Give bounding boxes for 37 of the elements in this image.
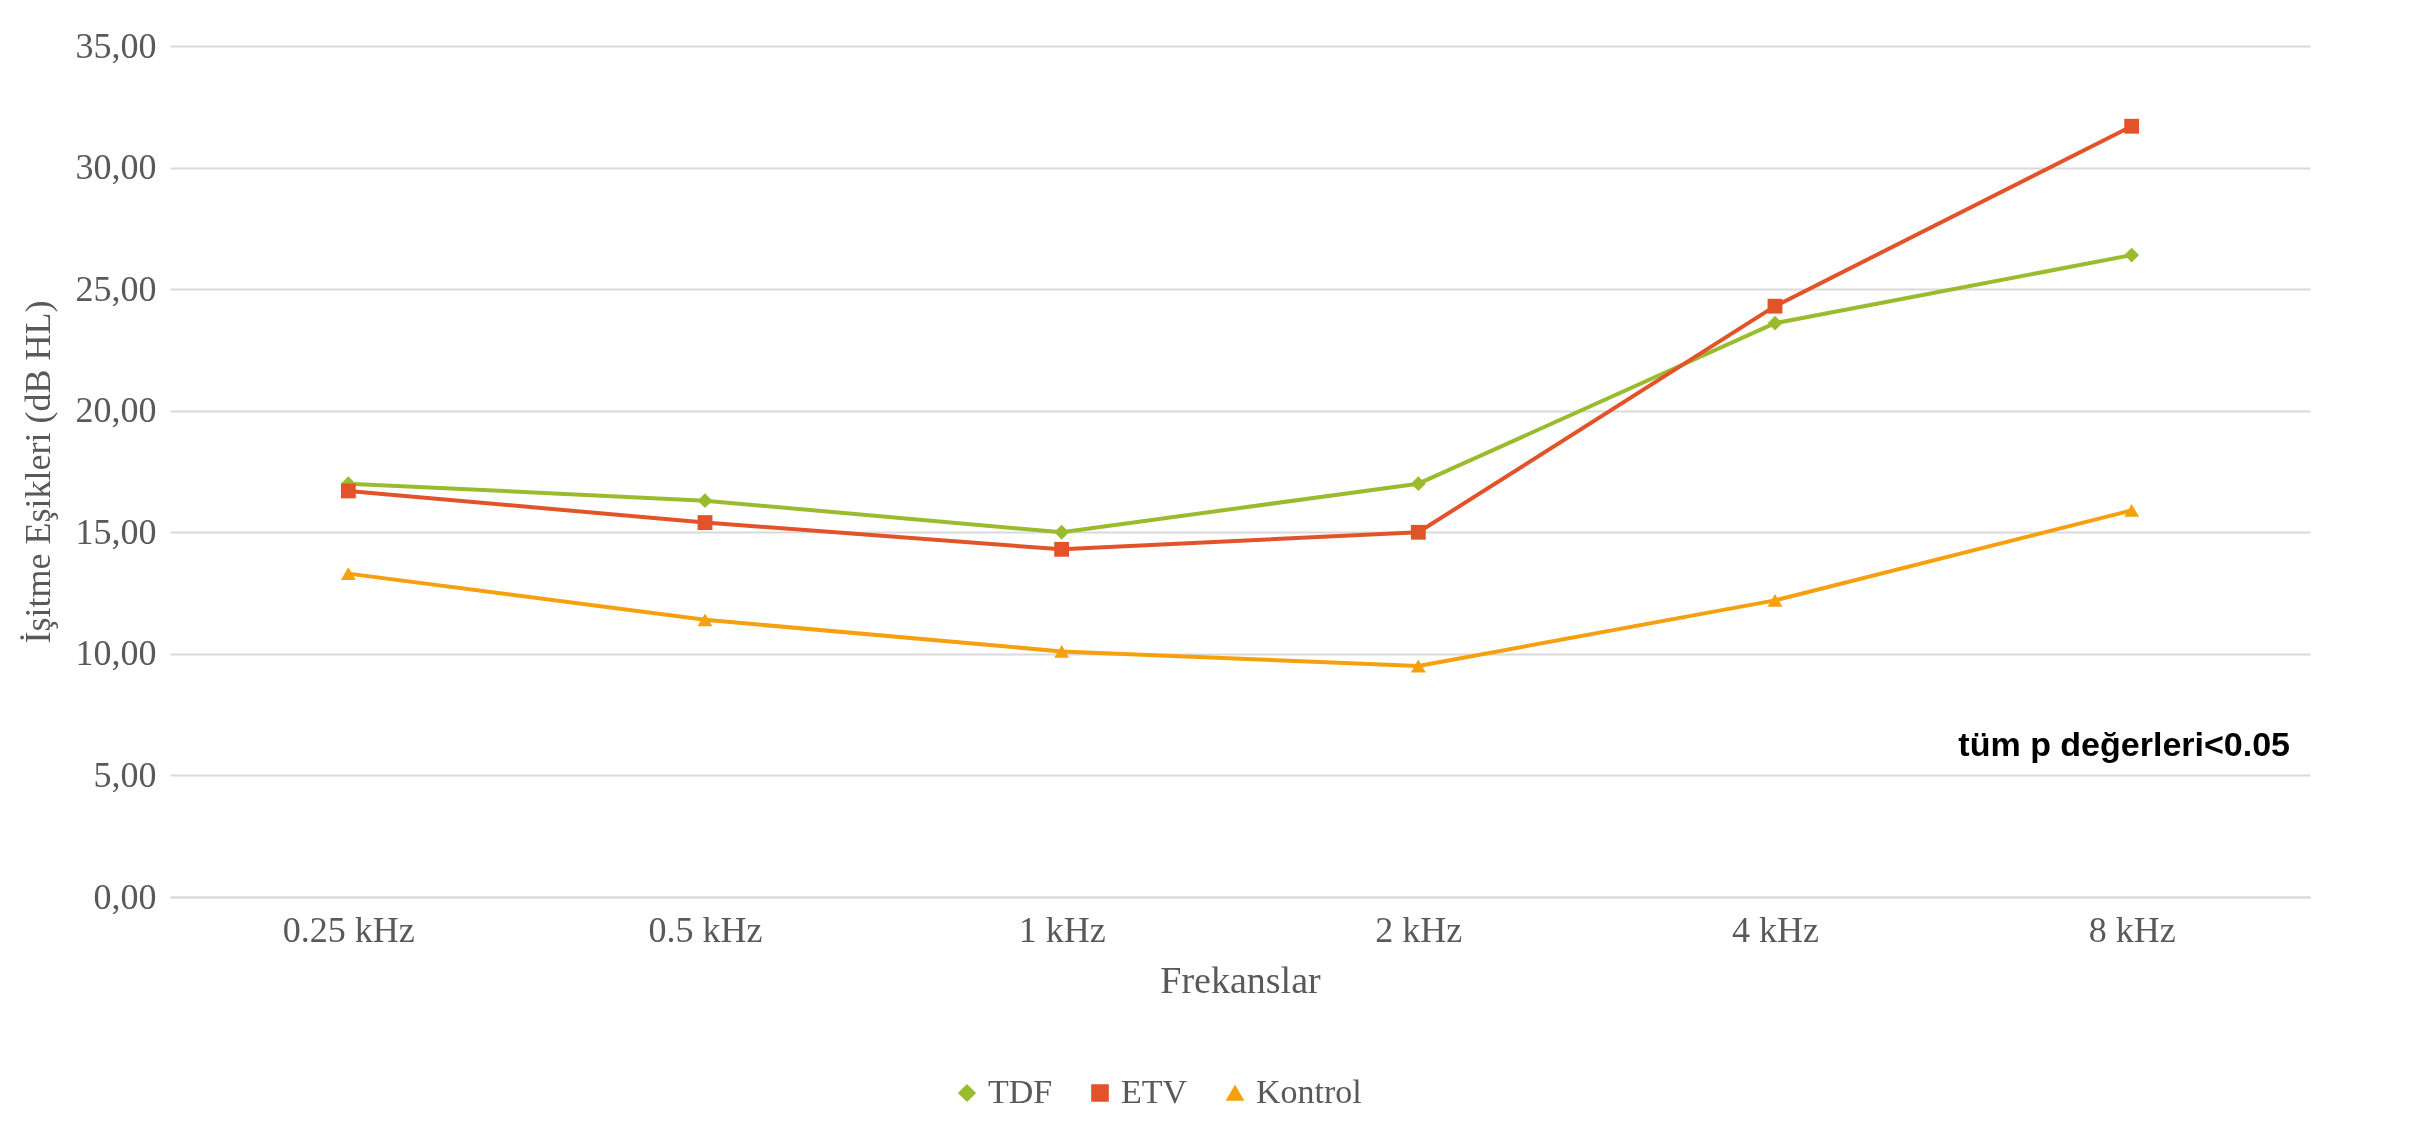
point bbox=[340, 483, 356, 499]
x-tick-label: 0.5 kHz bbox=[648, 909, 763, 950]
x-tick-label: 1 kHz bbox=[1018, 909, 1106, 950]
point bbox=[1054, 541, 1070, 557]
point bbox=[1410, 659, 1426, 673]
y-tick-label: 5,00 bbox=[93, 754, 157, 795]
y-tick-label: 15,00 bbox=[75, 511, 157, 552]
point bbox=[1767, 298, 1783, 314]
y-tick-label: 25,00 bbox=[75, 268, 157, 309]
point bbox=[1410, 476, 1426, 492]
point bbox=[1767, 315, 1783, 331]
legend-label: Kontrol bbox=[1256, 1073, 1362, 1110]
x-tick-label: 0.25 kHz bbox=[282, 909, 415, 950]
annotation: tüm p değerleri<0.05 bbox=[1958, 725, 2290, 763]
point bbox=[340, 567, 356, 581]
x-tick-label: 4 kHz bbox=[1732, 909, 1819, 950]
x-tick-label: 8 kHz bbox=[2088, 909, 2176, 950]
point bbox=[1767, 593, 1783, 607]
point bbox=[2124, 503, 2140, 517]
y-tick-label: 35,00 bbox=[75, 25, 157, 66]
point bbox=[697, 613, 713, 627]
x-axis-title: Frekanslar bbox=[1160, 958, 1322, 1001]
x-tick-label: 2 kHz bbox=[1375, 909, 1463, 950]
y-tick-label: 30,00 bbox=[75, 147, 157, 188]
point bbox=[2124, 118, 2140, 134]
y-axis-title: İşitme Eşikleri (dB HL) bbox=[17, 300, 58, 644]
point bbox=[1054, 524, 1070, 540]
y-tick-label: 0,00 bbox=[93, 876, 157, 917]
y-tick-label: 10,00 bbox=[75, 633, 157, 674]
y-tick-label: 20,00 bbox=[75, 390, 157, 431]
point bbox=[2124, 247, 2140, 263]
point bbox=[697, 493, 713, 509]
point bbox=[697, 515, 713, 530]
legend-label: ETV bbox=[1121, 1073, 1188, 1110]
legend-label: TDF bbox=[988, 1073, 1053, 1110]
point bbox=[1054, 645, 1070, 658]
point bbox=[1410, 524, 1426, 540]
